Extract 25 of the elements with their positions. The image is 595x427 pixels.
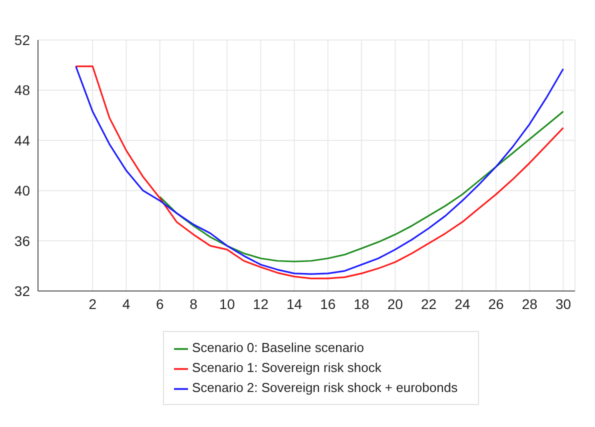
x-tick-label: 12 [252,296,269,312]
x-tick-label: 28 [522,296,538,312]
x-tick-label: 4 [122,296,130,312]
x-tick-label: 14 [286,296,302,312]
legend-label: Scenario 2: Sovereign risk shock + eurobonds [192,380,458,395]
x-tick-label: 18 [354,296,370,312]
x-tick-label: 16 [320,296,336,312]
x-tick-label: 22 [420,296,437,312]
y-tick-label: 48 [14,82,30,98]
y-tick-label: 52 [14,32,30,48]
legend-label: Scenario 1: Sovereign risk shock [192,360,382,375]
x-tick-label: 10 [219,296,236,312]
x-tick-label: 26 [488,296,504,312]
x-tick-label: 24 [454,296,470,312]
legend-label: Scenario 0: Baseline scenario [192,340,364,355]
x-tick-label: 30 [555,296,572,312]
x-tick-label: 6 [156,296,164,312]
y-tick-label: 36 [14,232,30,249]
x-tick-label: 8 [190,296,198,312]
x-tick-label: 20 [387,296,404,312]
line-series [159,110,564,262]
x-tick-label: 2 [88,296,97,312]
y-tick-label: 44 [14,132,30,148]
y-tick-label: 32 [14,282,30,299]
y-tick-label: 40 [14,182,30,199]
